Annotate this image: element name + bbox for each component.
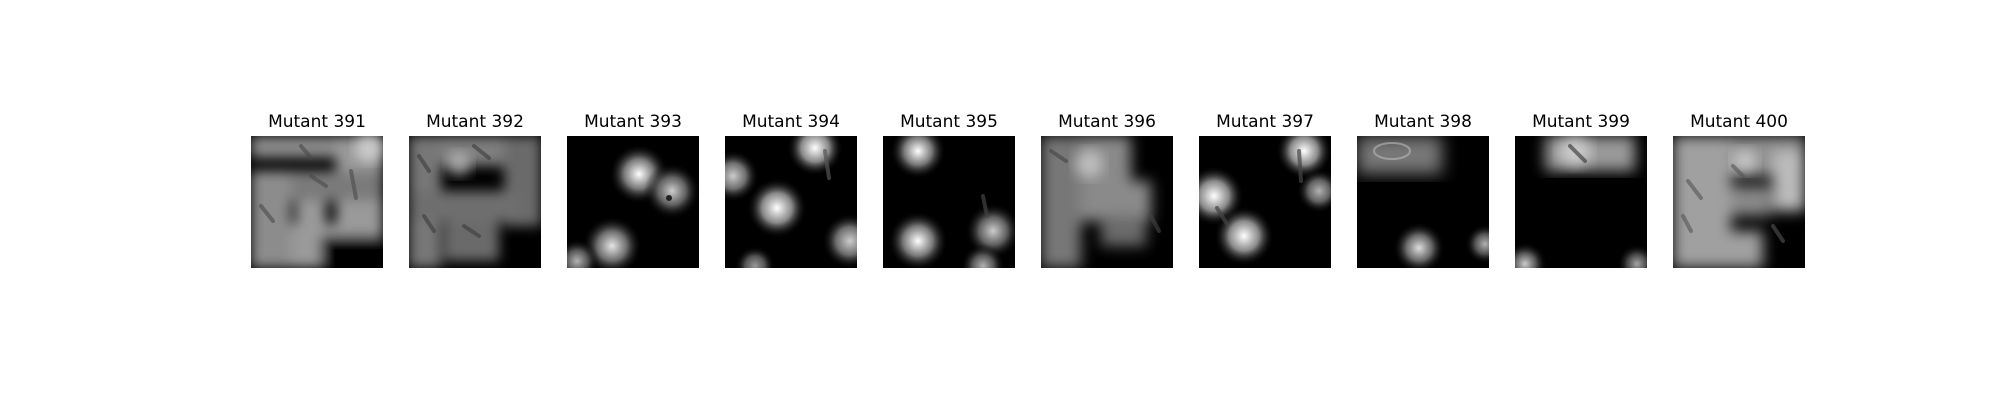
- panel-title: Mutant 392: [426, 112, 524, 132]
- panel-title: Mutant 394: [742, 112, 840, 132]
- panel-mutant-392: Mutant 392: [409, 108, 541, 268]
- panel-mutant-396: Mutant 396: [1041, 108, 1173, 268]
- mutant-396-image: [1041, 136, 1173, 268]
- panel-mutant-395: Mutant 395: [883, 108, 1015, 268]
- panel-title: Mutant 399: [1532, 112, 1630, 132]
- panel-title: Mutant 391: [268, 112, 366, 132]
- mutant-399-image: [1515, 136, 1647, 268]
- panel-mutant-393: Mutant 393: [567, 108, 699, 268]
- mutant-392-image: [409, 136, 541, 268]
- panel-mutant-391: Mutant 391: [251, 108, 383, 268]
- panel-mutant-399: Mutant 399: [1515, 108, 1647, 268]
- panel-title: Mutant 397: [1216, 112, 1314, 132]
- mutant-400-image: [1673, 136, 1805, 268]
- panel-title: Mutant 395: [900, 112, 998, 132]
- panel-mutant-394: Mutant 394: [725, 108, 857, 268]
- mutant-397-image: [1199, 136, 1331, 268]
- panel-mutant-397: Mutant 397: [1199, 108, 1331, 268]
- panel-mutant-398: Mutant 398: [1357, 108, 1489, 268]
- mutant-394-image: [725, 136, 857, 268]
- mutant-398-image: [1357, 136, 1489, 268]
- panel-title: Mutant 398: [1374, 112, 1472, 132]
- panel-title: Mutant 400: [1690, 112, 1788, 132]
- mutant-391-image: [251, 136, 383, 268]
- mutant-393-image: [567, 136, 699, 268]
- mutant-395-image: [883, 136, 1015, 268]
- panel-mutant-400: Mutant 400: [1673, 108, 1805, 268]
- panel-title: Mutant 396: [1058, 112, 1156, 132]
- panel-title: Mutant 393: [584, 112, 682, 132]
